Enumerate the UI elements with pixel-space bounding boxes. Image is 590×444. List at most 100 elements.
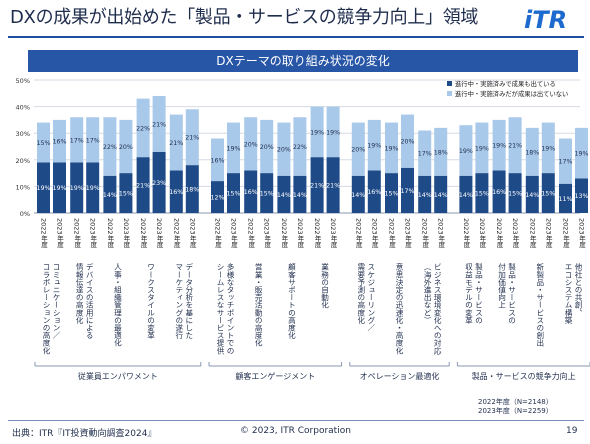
bar-results [525, 175, 539, 213]
legend-swatch [447, 91, 452, 96]
theme-label: マーケティングの遂行 [175, 263, 184, 340]
year-label: 2022年度 [73, 218, 81, 249]
bar-results [401, 167, 414, 213]
bar-no-results [508, 117, 522, 174]
data-label: 21% [136, 183, 150, 190]
theme-label: 多様なタッチポイントでの [226, 262, 235, 355]
bar-no-results [277, 122, 291, 176]
theme-label: 需要予測の高度化 [357, 263, 366, 325]
year-label: 2023年度 [230, 218, 238, 249]
bar-no-results [310, 106, 324, 158]
data-label: 16% [244, 189, 258, 196]
note-2022: 2022年度（N=2148） [478, 398, 553, 406]
data-label: 14% [434, 192, 448, 199]
data-label: 20% [244, 141, 258, 148]
bar-no-results [119, 119, 133, 174]
theme-label: エコシステム構築 [564, 263, 573, 325]
data-label: 17% [70, 137, 84, 144]
bar-no-results [37, 122, 50, 163]
year-label: 2022年度 [172, 218, 180, 249]
data-label: 21% [310, 183, 324, 190]
data-label: 16% [53, 139, 67, 146]
bar-no-results [575, 127, 588, 179]
bar-results [434, 175, 448, 213]
bar-results [367, 170, 381, 213]
theme-label: 営業・販売活動の高度化 [254, 262, 263, 348]
year-label: 2022年度 [139, 218, 147, 249]
data-label: 15% [37, 140, 51, 147]
bar-results [351, 175, 365, 213]
theme-label: 意思決定の迅速化・高度化 [395, 262, 404, 356]
bar-results [459, 175, 473, 213]
bar-no-results [418, 130, 432, 176]
group-label: 顧客エンゲージメント [235, 371, 315, 381]
data-label: 17% [559, 159, 573, 166]
title-divider [8, 36, 584, 38]
bar-results [86, 162, 100, 213]
data-label: 17% [86, 137, 100, 144]
data-label: 14% [459, 192, 473, 199]
data-label: 19% [367, 143, 381, 150]
data-label: 20% [260, 144, 274, 151]
data-label: 18% [525, 149, 539, 156]
data-label: 21% [326, 183, 340, 190]
bar-no-results [559, 138, 572, 184]
bar-results [418, 175, 432, 213]
theme-label: ワークスタイルの変革 [146, 263, 155, 340]
bar-no-results [525, 127, 539, 176]
bar-no-results [492, 119, 506, 171]
data-label: 19% [310, 129, 324, 136]
theme-label: データ分析を基にした [185, 262, 194, 339]
data-label: 16% [492, 189, 506, 196]
logo-text: iTR [524, 6, 567, 34]
data-label: 19% [53, 185, 67, 192]
theme-label: コラボレーションの高度化 [42, 263, 51, 355]
year-label: 2022年度 [40, 218, 48, 249]
data-label: 14% [525, 192, 539, 199]
data-label: 12% [211, 195, 225, 202]
source-note: 出典：ITR『IT投資動向調査2024』 [12, 429, 157, 439]
data-label: 15% [541, 191, 555, 198]
theme-label: スケジューリング／ [367, 263, 376, 331]
year-label: 2022年度 [247, 218, 255, 249]
data-label: 15% [475, 191, 489, 198]
year-label: 2022年度 [313, 218, 321, 249]
year-label: 2023年度 [188, 218, 196, 249]
bar-no-results [459, 125, 473, 176]
data-label: 19% [70, 185, 84, 192]
bar-no-results [367, 119, 381, 171]
data-label: 17% [401, 188, 415, 195]
y-tick-label: 30% [16, 130, 30, 138]
bar-no-results [293, 117, 307, 176]
data-label: 19% [492, 143, 506, 150]
bar-results [475, 173, 489, 213]
bar-results [37, 162, 50, 213]
theme-label: コミュニケーション／ [52, 263, 61, 339]
theme-label: 他社との共創、 [574, 262, 583, 317]
bar-no-results [227, 122, 240, 174]
data-label: 22% [103, 144, 117, 151]
data-label: 20% [401, 139, 415, 146]
data-label: 22% [136, 125, 150, 132]
year-label: 2023年度 [511, 218, 519, 249]
bar-no-results [103, 117, 117, 176]
year-label: 2023年度 [89, 218, 97, 249]
bar-no-results [326, 106, 340, 158]
data-label: 19% [227, 145, 241, 152]
year-label: 2022年度 [528, 218, 536, 249]
theme-label: 顧客サポートの高度化 [287, 262, 296, 340]
theme-label: 新製品・サービスの創出 [536, 262, 545, 348]
legend-swatch [447, 81, 452, 86]
data-label: 16% [211, 157, 225, 164]
data-label: 18% [434, 149, 448, 156]
year-label: 2023年度 [155, 218, 163, 249]
data-label: 19% [385, 145, 399, 152]
year-label: 2022年度 [280, 218, 288, 249]
bar-results [575, 178, 588, 213]
bar-results [103, 175, 117, 213]
legend-label: 進行中・実施済みだが成果は出ていない [455, 89, 568, 98]
theme-label: シームレスなサービス提供 [216, 263, 225, 355]
year-label: 2023年度 [329, 218, 337, 249]
year-label: 2022年度 [214, 218, 222, 249]
data-label: 19% [475, 145, 489, 152]
